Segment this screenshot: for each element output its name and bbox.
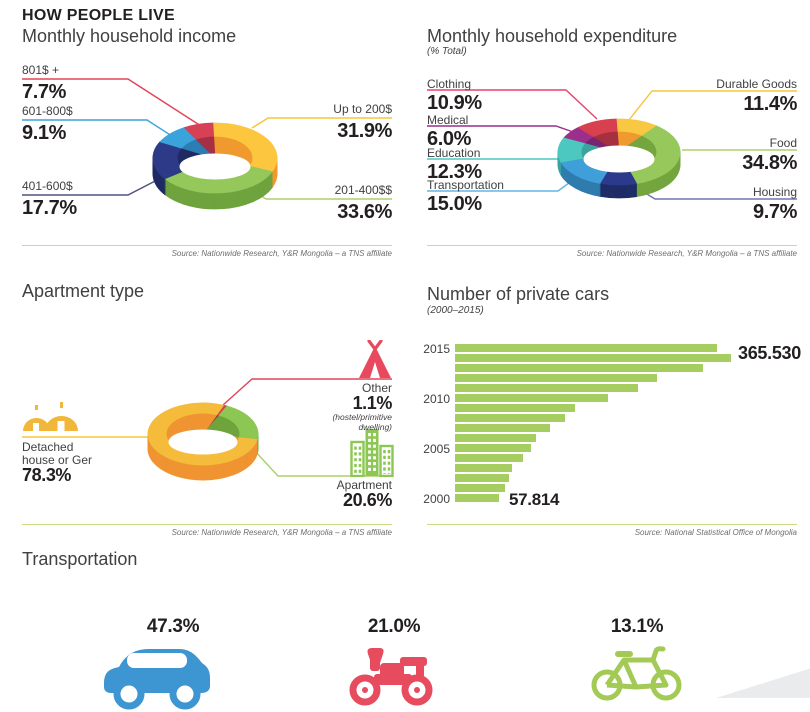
year-tick-2015: 2015 [423, 342, 450, 356]
bar-year-2007 [455, 424, 550, 432]
income-value-401-600: 17.7% [22, 197, 77, 219]
expenditure-label-food: Food [769, 136, 797, 150]
expenditure-value-medical: 6.0% [427, 128, 471, 150]
income-value-201-400: 33.6% [337, 201, 392, 223]
income-label-401-600: 401-600$ [22, 179, 73, 193]
bar-year-2014 [455, 354, 731, 362]
transportation-title: Transportation [22, 549, 138, 569]
income-label-801: 801$ + [22, 63, 60, 77]
apartment-value-other: 1.1% [352, 393, 393, 413]
apartment-label-detached-house-or-ger: Detached house or Ger [22, 440, 93, 468]
bar-year-2004 [455, 454, 523, 462]
income-label-up-to-200: Up to 200$ [333, 102, 392, 116]
year-tick-2000: 2000 [423, 492, 450, 506]
expenditure-value-housing: 9.7% [753, 201, 797, 223]
tipi-icon [359, 340, 391, 378]
expenditure-label-durable-goods: Durable Goods [716, 77, 797, 91]
expenditure-value-education: 12.3% [427, 161, 482, 183]
bar-year-2009 [455, 404, 575, 412]
cars-max-value-label: 365.530 [738, 343, 801, 363]
bar-year-2013 [455, 364, 703, 372]
bar-year-2003 [455, 464, 512, 472]
income-label-201-400: 201-400$$ [334, 183, 392, 197]
apartment-label-other: Other [361, 381, 392, 395]
expenditure-label-medical: Medical [427, 113, 469, 127]
bar-year-2012 [455, 374, 657, 382]
bar-year-2001 [455, 484, 505, 492]
cars-subtitle: (2000–2015) [427, 305, 484, 316]
cars-title: Number of private cars [427, 284, 610, 304]
expenditure-value-durable-goods: 11.4% [743, 93, 797, 115]
bicycle-share-value: 13.1% [610, 616, 664, 637]
car-share-value: 47.3% [146, 616, 200, 637]
expenditure-label-education: Education [427, 146, 481, 160]
income-title: Monthly household income [22, 26, 237, 46]
apartment-value-apartment: 20.6% [342, 490, 392, 510]
bar-year-2002 [455, 474, 509, 482]
expenditure-source: Source: Nationwide Research, Y&R Mongoli… [427, 245, 797, 258]
bar-year-2005 [455, 444, 531, 452]
income-value-up-to-200: 31.9% [337, 120, 392, 142]
apartment-label-apartment: Apartment [336, 478, 392, 492]
bicycle-icon [591, 646, 682, 701]
cars-min-value-label: 57.814 [509, 490, 560, 509]
income-value-601-800: 9.1% [22, 122, 66, 144]
bar-year-2011 [455, 384, 638, 392]
expenditure-label-housing: Housing [752, 185, 797, 199]
car-icon [104, 649, 210, 710]
cars-bar-chart [455, 344, 745, 514]
expenditure-subtitle: (% Total) [427, 46, 467, 57]
bar-year-2015 [455, 344, 717, 352]
expenditure-value-transportation: 15.0% [427, 193, 482, 215]
apartment-sublabel-other: (hostel/primitive dwelling) [332, 412, 392, 433]
apartment-source: Source: Nationwide Research, Y&R Mongoli… [22, 524, 392, 537]
expenditure-label-transportation: Transportation [427, 178, 504, 192]
apartment-value-detached-house-or-ger: 78.3% [22, 465, 72, 485]
motorcycle-icon [349, 648, 433, 706]
year-tick-2005: 2005 [423, 442, 450, 456]
ger-icon [23, 402, 78, 431]
bar-year-2008 [455, 414, 565, 422]
cars-source: Source: National Statistical Office of M… [427, 524, 797, 537]
motorcycle-share-value: 21.0% [367, 616, 421, 637]
expenditure-label-clothing: Clothing [427, 77, 472, 91]
income-label-601-800: 601-800$ [22, 104, 73, 118]
expenditure-value-clothing: 10.9% [427, 92, 482, 114]
year-tick-2010: 2010 [423, 392, 450, 406]
apartment-title: Apartment type [22, 281, 145, 301]
apartment-building-icon [350, 429, 394, 477]
income-value-801: 7.7% [22, 81, 66, 103]
bar-year-2010 [455, 394, 608, 402]
expenditure-title: Monthly household expenditure [427, 26, 678, 46]
bar-year-2006 [455, 434, 536, 442]
page-title: HOW PEOPLE LIVE [22, 7, 175, 24]
expenditure-value-food: 34.8% [742, 152, 797, 174]
bar-year-2000 [455, 494, 499, 502]
income-source: Source: Nationwide Research, Y&R Mongoli… [22, 245, 392, 258]
